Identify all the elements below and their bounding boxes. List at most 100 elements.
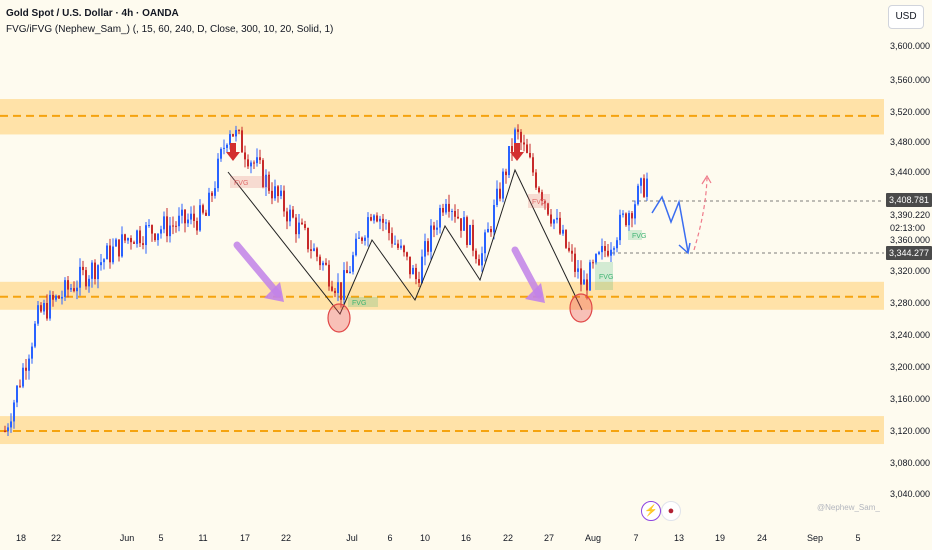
candle-body (520, 131, 522, 143)
candle-body (322, 262, 324, 266)
candle-body (247, 159, 249, 167)
candle-body (244, 152, 246, 160)
candle-body (580, 268, 582, 285)
candle-body (619, 214, 621, 241)
candle-body (220, 148, 222, 159)
time-tick-label: 22 (51, 533, 61, 543)
time-tick-label: 17 (240, 533, 250, 543)
candle-body (112, 246, 114, 263)
time-tick-label: 6 (387, 533, 392, 543)
purple-arrow (233, 241, 282, 298)
candle-body (628, 213, 630, 226)
candle-body (586, 279, 588, 291)
candle-body (211, 192, 213, 196)
candle-body (418, 279, 420, 284)
time-axis: 18 22 Jun 5 11 17 22 Jul 6 10 16 22 27 Aug 7 13 19 24 Sep 5 (16, 533, 861, 543)
candle-body (499, 188, 501, 199)
candle-body (472, 224, 474, 251)
candle-body (427, 241, 429, 252)
candle-body (43, 303, 45, 312)
candle-body (223, 147, 225, 149)
candle-body (307, 227, 309, 250)
candle-body (85, 270, 87, 287)
purple-arrow (511, 246, 543, 299)
candle-body (565, 229, 567, 248)
price-tick-label: 3,520.000 (890, 107, 930, 117)
candle-body (430, 225, 432, 252)
candle-body (202, 205, 204, 213)
candle-body (13, 402, 15, 422)
candle-body (394, 243, 396, 245)
candle-body (319, 256, 321, 266)
candle-body (154, 233, 156, 241)
candle-body (25, 367, 27, 371)
price-tick-label: 3,200.000 (890, 362, 930, 372)
candle-body (100, 262, 102, 266)
price-axis: 3,600.000 3,560.000 3,520.000 3,480.000 3,44… (884, 0, 932, 550)
candle-body (631, 213, 633, 219)
candle-body (262, 160, 264, 187)
time-tick-label: 24 (757, 533, 767, 543)
candle-body (643, 178, 645, 197)
time-tick-label: Aug (585, 533, 601, 543)
candle-body (364, 237, 366, 241)
candle-body (235, 130, 237, 137)
candle-body (130, 238, 132, 243)
candle-body (118, 239, 120, 257)
candle-body (121, 234, 123, 257)
support-resistance-zones (0, 99, 884, 445)
candle-body (391, 233, 393, 244)
price-tick-label: 3,360.000 (890, 235, 930, 245)
lightning-icon[interactable]: ⚡ (641, 501, 661, 521)
us-flag-icon[interactable]: ● (661, 501, 681, 521)
candle-body (229, 134, 231, 145)
candle-body (517, 129, 519, 132)
candle-body (421, 256, 423, 284)
candle-body (448, 203, 450, 212)
candle-body (16, 385, 18, 403)
candle-body (205, 212, 207, 216)
candle-body (289, 209, 291, 222)
candle-body (37, 305, 39, 324)
currency-button[interactable]: USD (888, 5, 924, 29)
candle-body (64, 280, 66, 297)
candle-body (637, 185, 639, 205)
candle-body (532, 157, 534, 173)
candle-body (370, 217, 372, 221)
candle-body (58, 295, 60, 299)
candle-body (646, 178, 648, 197)
price-label-bg (886, 193, 932, 207)
candle-body (157, 233, 159, 241)
fvg-label: FVG (234, 180, 248, 187)
projection-up-path (693, 177, 708, 251)
candle-body (340, 282, 342, 300)
price-label-bg (886, 246, 932, 260)
candle-body (28, 358, 30, 371)
fvg-labels: FVG FVG FVG FVG FVG (230, 176, 646, 307)
time-tick-label: 5 (855, 533, 860, 543)
time-tick-label: 5 (158, 533, 163, 543)
candle-body (508, 146, 510, 176)
fvg-label: FVG (599, 274, 613, 281)
time-tick-label: 11 (198, 533, 207, 543)
candle-body (70, 288, 72, 290)
chart-title: Gold Spot / U.S. Dollar · 4h · OANDA (6, 8, 179, 19)
price-label: 3,408.781 (889, 195, 929, 205)
candle-body (622, 213, 624, 215)
candle-body (292, 209, 294, 218)
candle-body (475, 250, 477, 260)
low-circle (327, 303, 351, 333)
candle-body (610, 249, 612, 256)
candle-body (67, 280, 69, 290)
candle-body (382, 218, 384, 223)
candle-body (145, 225, 147, 246)
candle-body (148, 225, 150, 227)
candle-body (181, 209, 183, 216)
candle-body (463, 217, 465, 231)
price-tick-label: 3,240.000 (890, 330, 930, 340)
candle-body (592, 262, 594, 264)
indicator-legend[interactable]: FVG/iFVG (Nephew_Sam_) (, 15, 60, 240, D… (6, 24, 334, 35)
candle-body (208, 192, 210, 216)
candle-body (304, 224, 306, 228)
